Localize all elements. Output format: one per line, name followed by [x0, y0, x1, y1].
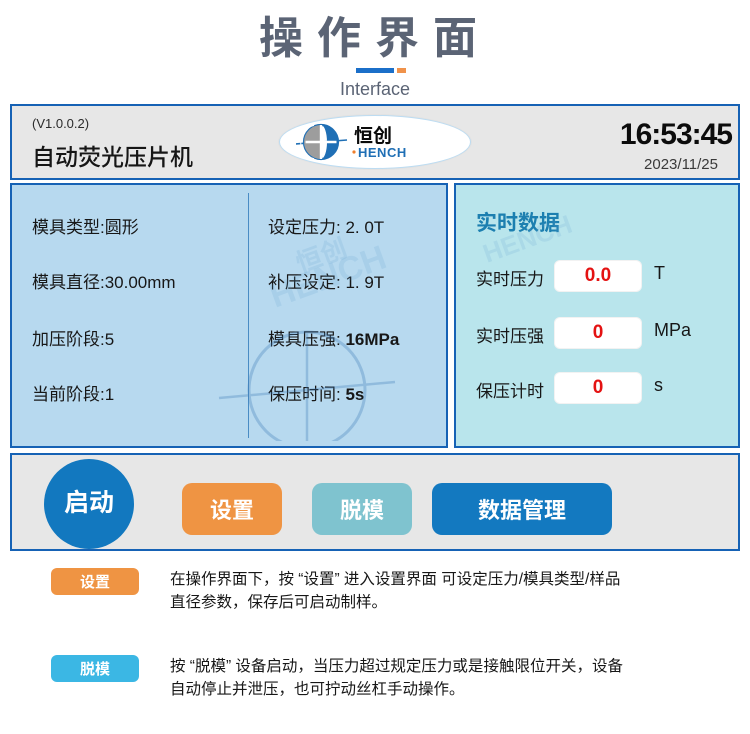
- svg-text:恒创: 恒创: [354, 125, 392, 147]
- svg-text:HENCH: HENCH: [358, 145, 407, 160]
